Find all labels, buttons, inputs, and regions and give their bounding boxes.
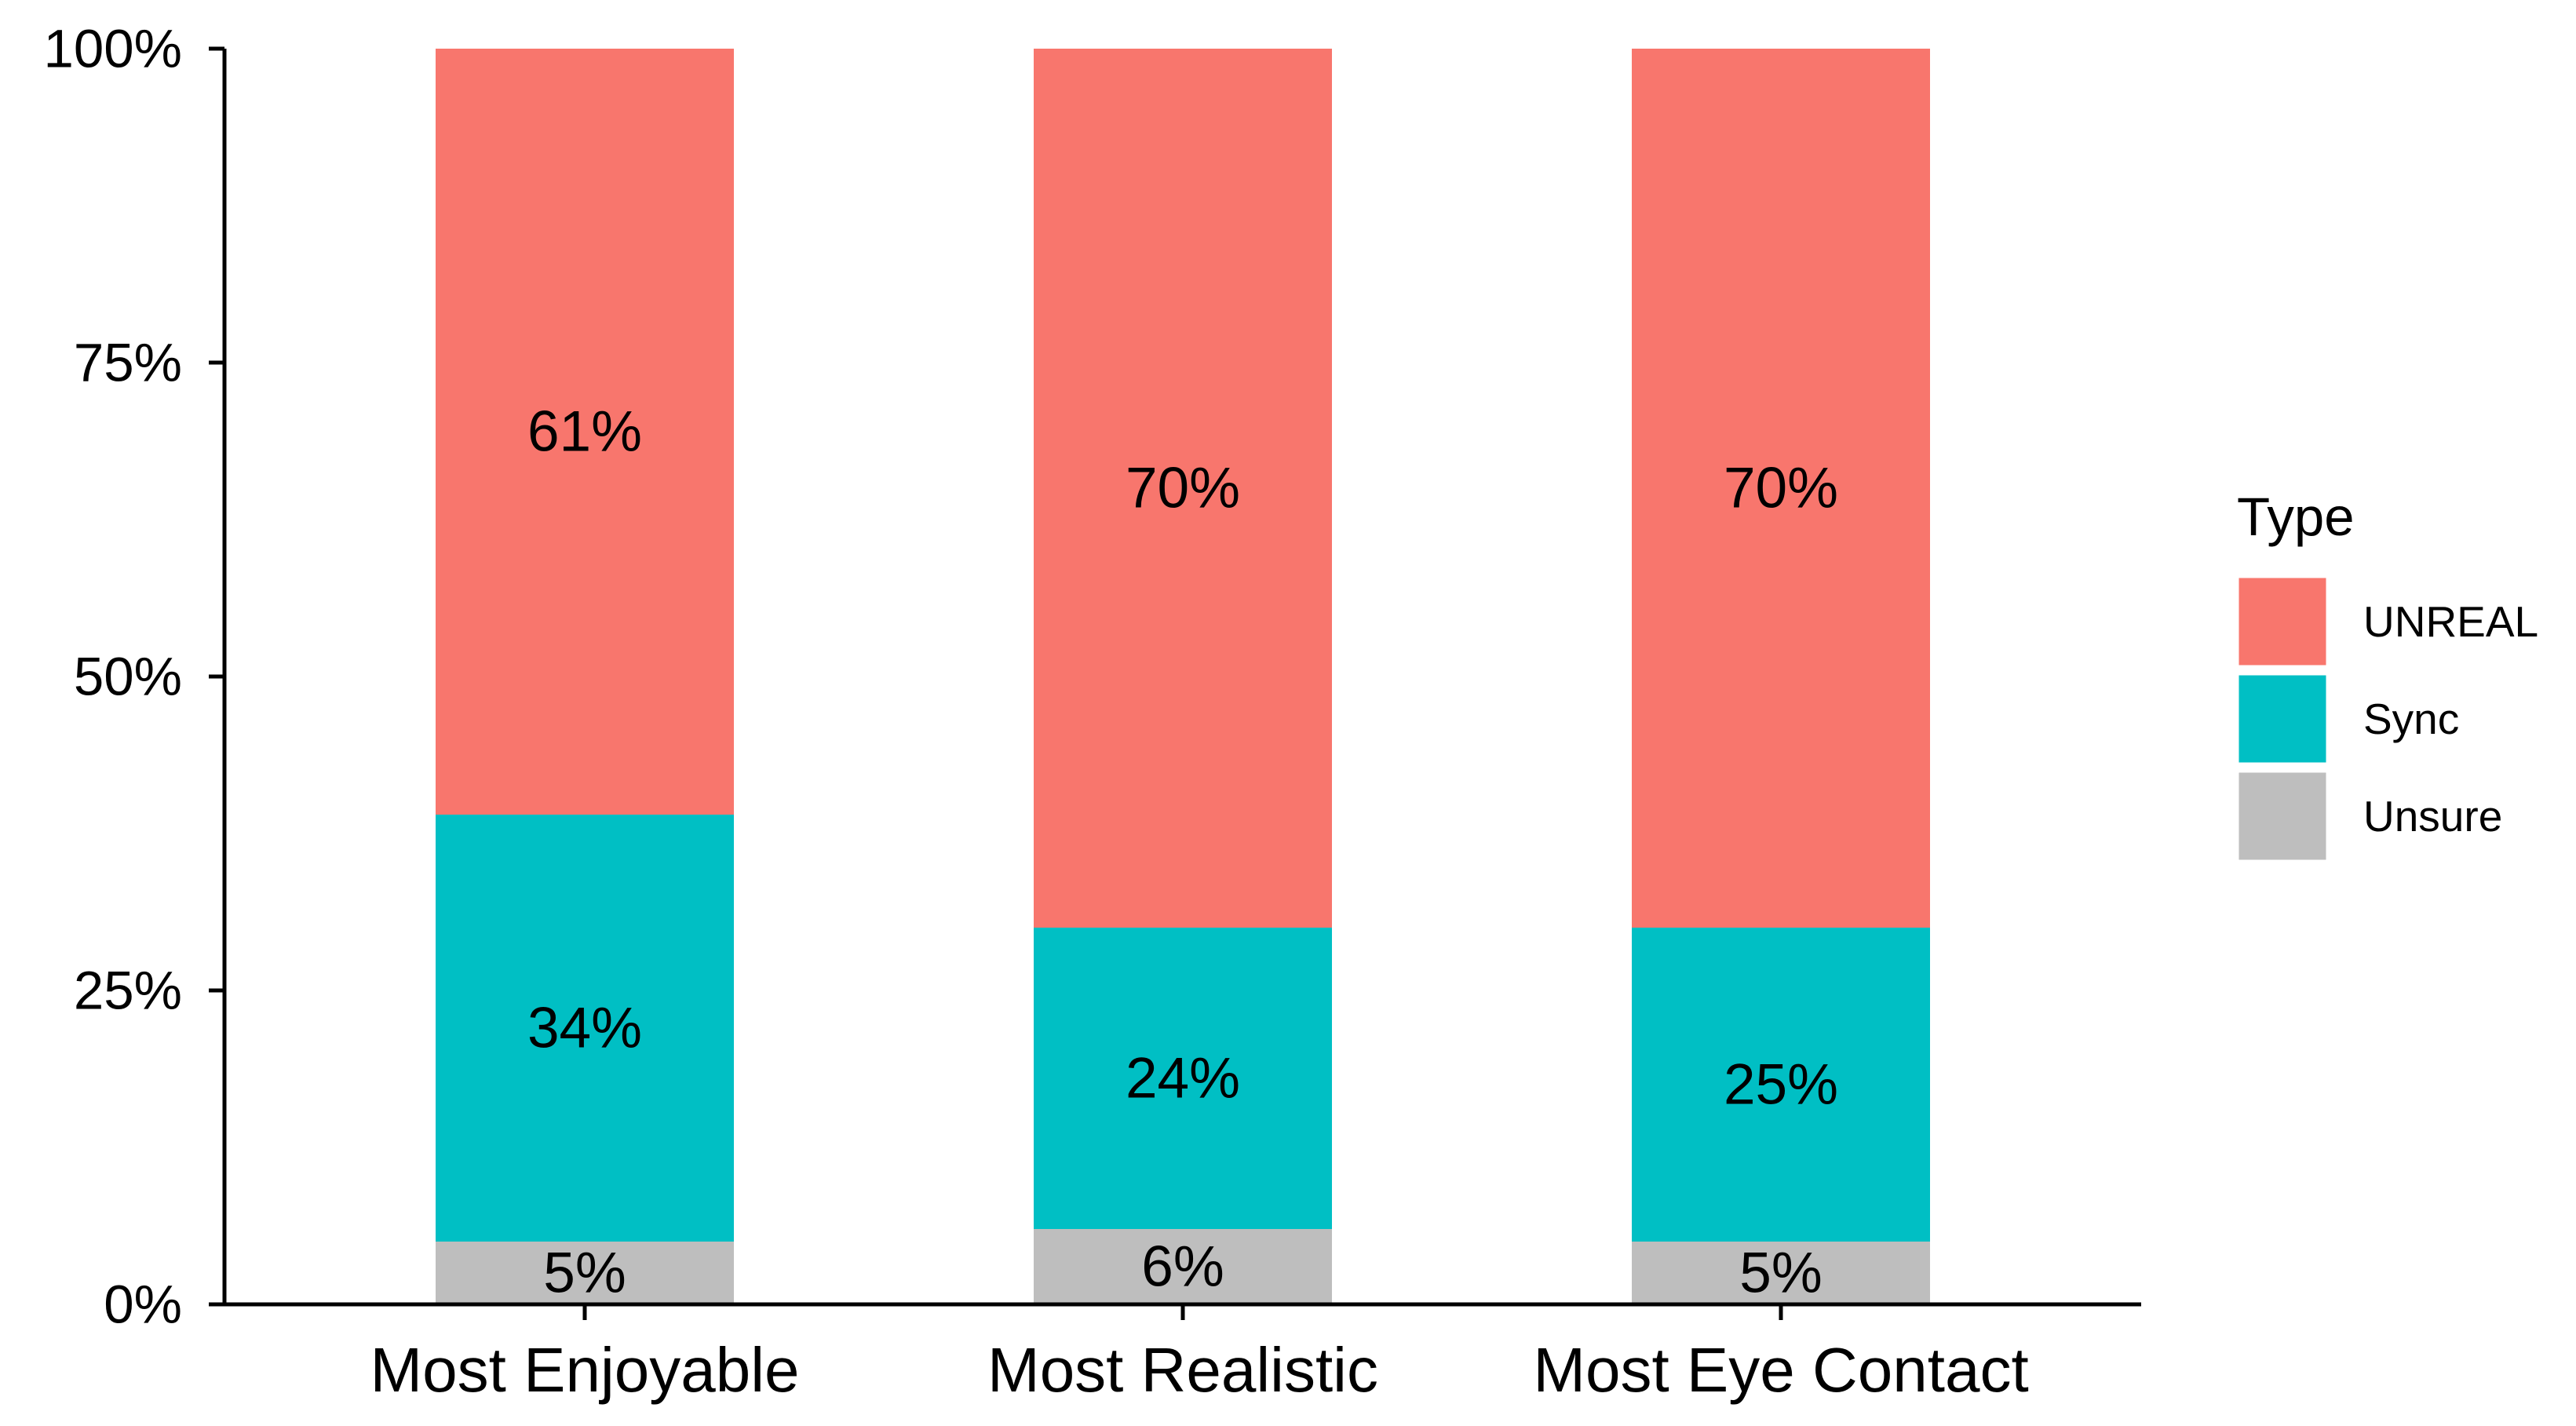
y-tick-label: 25% (74, 961, 182, 1021)
y-tick-label: 50% (74, 647, 182, 707)
x-ticks-group: Most Enjoyable Most Realistic Most Eye Con… (370, 1304, 2029, 1405)
bar-labels-group: 5% 34% 61% 6% 24% 70% 5% 25% 70% (527, 400, 1838, 1305)
data-label-most-enjoyable-unsure: 5% (543, 1242, 626, 1305)
data-label-most-eye-contact-sync: 25% (1724, 1053, 1838, 1117)
bar-most-eye-contact-sync (1632, 928, 1930, 1242)
legend-key-unreal (2236, 575, 2329, 668)
data-label-most-eye-contact-unreal: 70% (1724, 457, 1838, 520)
y-ticks-group: 0% 25% 50% 75% 100% (44, 19, 224, 1335)
bar-most-realistic-sync (1034, 928, 1332, 1229)
legend-label-unsure: Unsure (2363, 792, 2502, 841)
bar-most-realistic-unsure (1034, 1229, 1332, 1304)
legend-entries: UNREAL Sync Unsure (2236, 575, 2538, 863)
y-tick-label: 0% (104, 1275, 182, 1335)
bar-most-eye-contact-unsure (1632, 1242, 1930, 1304)
data-label-most-realistic-unreal: 70% (1126, 457, 1240, 520)
bar-most-enjoyable-sync (436, 815, 734, 1242)
bar-most-enjoyable-unsure (436, 1242, 734, 1304)
bar-most-realistic-unreal (1034, 49, 1332, 928)
data-label-most-realistic-unsure: 6% (1141, 1235, 1224, 1299)
legend-title: Type (2237, 487, 2355, 547)
bars-group (436, 49, 1930, 1304)
data-label-most-enjoyable-unreal: 61% (527, 400, 642, 464)
legend-label-unreal: UNREAL (2363, 597, 2538, 646)
data-label-most-eye-contact-unsure: 5% (1739, 1242, 1823, 1305)
y-tick-label: 75% (74, 333, 182, 393)
legend-label-sync: Sync (2363, 695, 2459, 743)
legend-key-unsure (2236, 770, 2329, 863)
y-tick-label: 100% (44, 19, 182, 79)
x-tick-label-most-realistic: Most Realistic (987, 1335, 1378, 1405)
legend: Type UNREAL Sync Unsure (2236, 487, 2538, 863)
bar-most-enjoyable-unreal (436, 49, 734, 815)
x-tick-label-most-enjoyable: Most Enjoyable (370, 1335, 800, 1405)
x-tick-label-most-eye-contact: Most Eye Contact (1533, 1335, 2028, 1405)
data-label-most-realistic-sync: 24% (1126, 1047, 1240, 1111)
bar-most-eye-contact-unreal (1632, 49, 1930, 928)
legend-key-sync (2236, 673, 2329, 765)
data-label-most-enjoyable-sync: 34% (527, 997, 642, 1060)
